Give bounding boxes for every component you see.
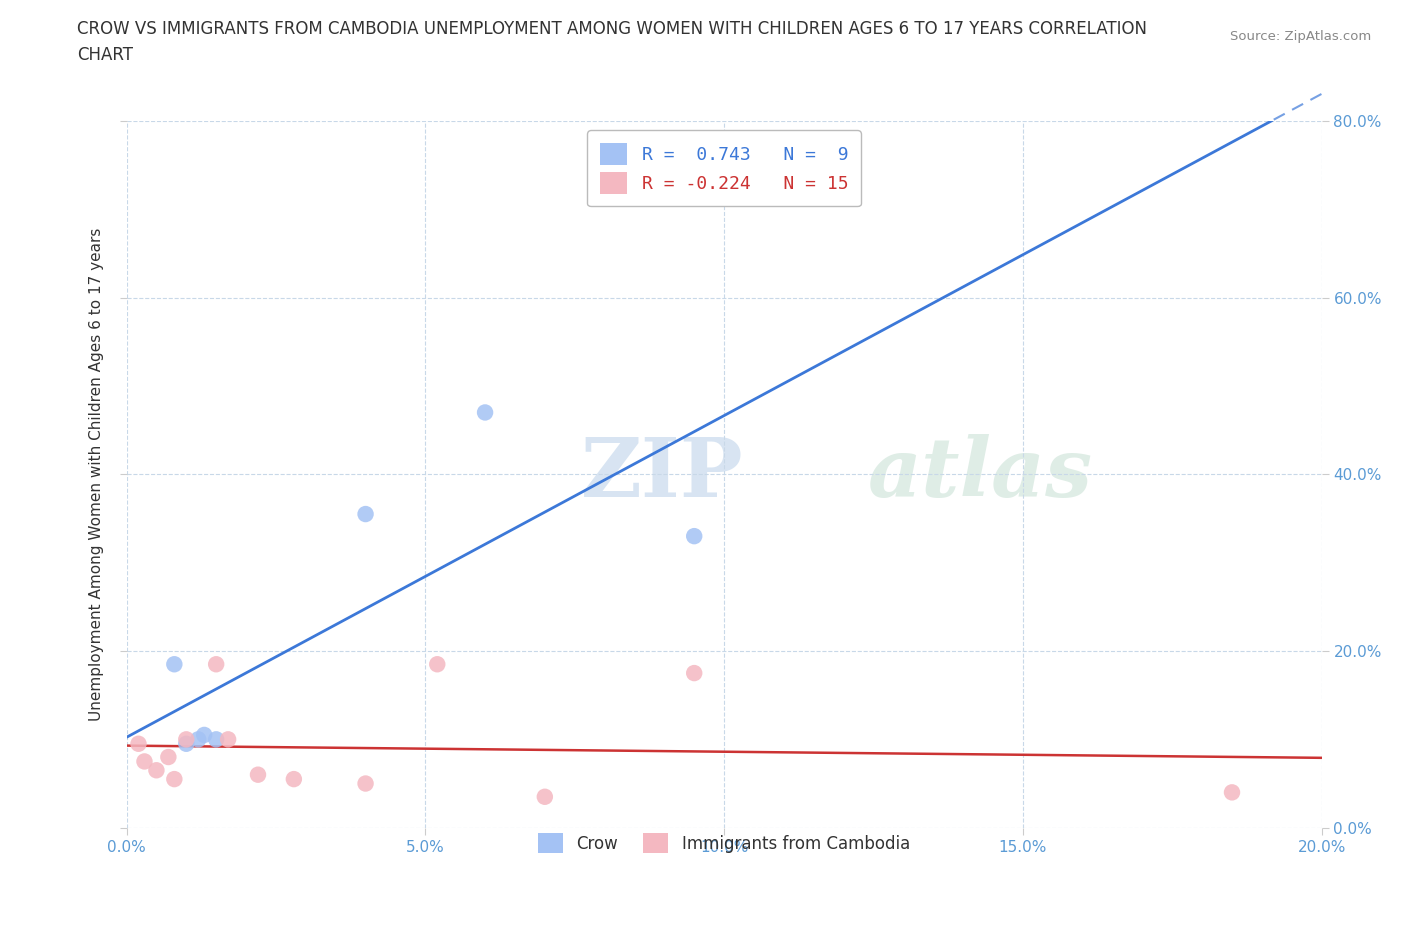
Point — [426, 657, 449, 671]
Point — [474, 405, 496, 420]
Point — [205, 657, 228, 671]
Text: ZIP: ZIP — [581, 434, 744, 514]
Y-axis label: Unemployment Among Women with Children Ages 6 to 17 years: Unemployment Among Women with Children A… — [89, 228, 104, 721]
Text: Source: ZipAtlas.com: Source: ZipAtlas.com — [1230, 30, 1371, 43]
Point — [354, 776, 377, 790]
Point — [187, 732, 209, 747]
Point — [163, 772, 186, 787]
Point — [157, 750, 180, 764]
Point — [174, 732, 197, 747]
Text: CHART: CHART — [77, 46, 134, 64]
Point — [163, 657, 186, 671]
Point — [247, 767, 270, 782]
Point — [683, 666, 706, 681]
Point — [193, 727, 215, 742]
Point — [354, 507, 377, 522]
Point — [205, 732, 228, 747]
Point — [283, 772, 305, 787]
Point — [174, 737, 197, 751]
Point — [127, 737, 149, 751]
Point — [145, 763, 167, 777]
Text: CROW VS IMMIGRANTS FROM CAMBODIA UNEMPLOYMENT AMONG WOMEN WITH CHILDREN AGES 6 T: CROW VS IMMIGRANTS FROM CAMBODIA UNEMPLO… — [77, 20, 1147, 38]
Point — [534, 790, 557, 804]
Point — [1220, 785, 1243, 800]
Text: atlas: atlas — [868, 434, 1092, 514]
Point — [683, 528, 706, 543]
Point — [217, 732, 239, 747]
Legend: Crow, Immigrants from Cambodia: Crow, Immigrants from Cambodia — [530, 825, 918, 862]
Point — [134, 754, 156, 769]
